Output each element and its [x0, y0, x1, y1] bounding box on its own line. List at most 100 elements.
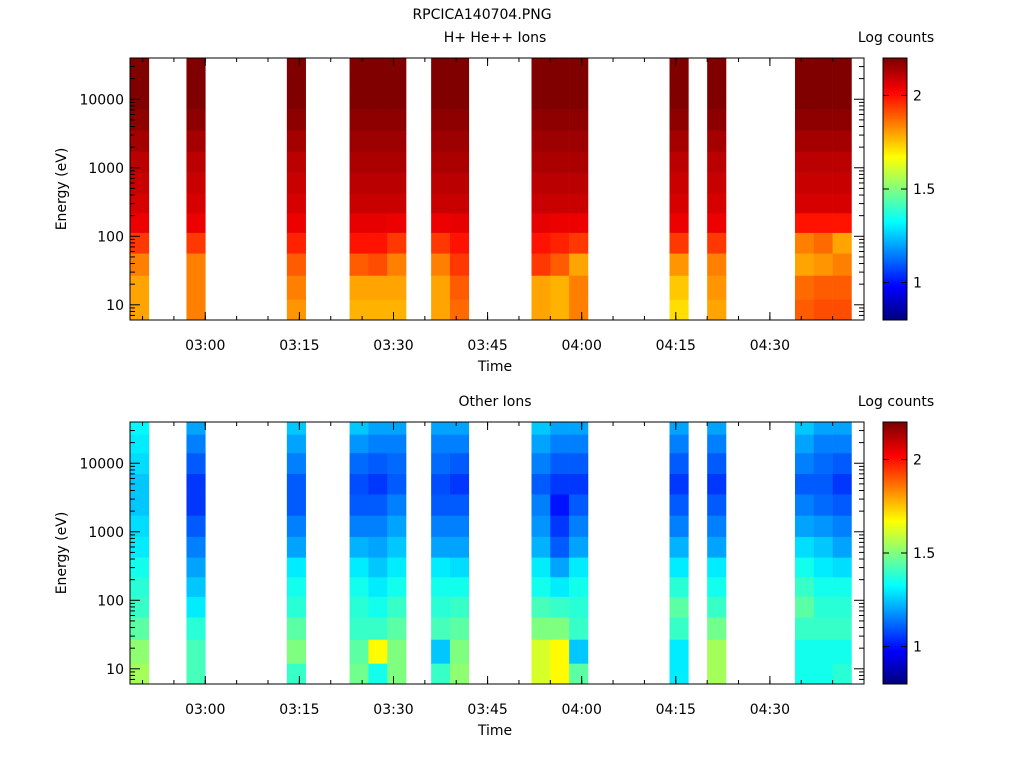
heatmap-cell: [431, 109, 451, 131]
heatmap-cell: [449, 299, 470, 321]
x-tick-label: 04:00: [562, 702, 602, 718]
colorbar-swatch: [883, 174, 907, 177]
colorbar-swatch: [883, 302, 907, 305]
heatmap-cell: [130, 422, 150, 435]
heatmap-cell: [669, 536, 689, 558]
x-axis-label: Time: [477, 359, 512, 375]
colorbar-swatch: [883, 186, 907, 189]
colorbar-swatch: [883, 286, 907, 289]
heatmap-cell: [387, 596, 407, 618]
colorbar-swatch: [883, 474, 907, 477]
colorbar-swatch: [883, 476, 907, 479]
heatmap-cell: [794, 434, 815, 454]
colorbar-swatch: [883, 132, 907, 135]
heatmap-cell: [286, 193, 306, 214]
heatmap-cell: [286, 576, 306, 597]
heatmap-cell: [794, 58, 815, 71]
colorbar-swatch: [883, 628, 907, 631]
colorbar-swatch: [883, 516, 907, 519]
colorbar-swatch: [883, 638, 907, 641]
heatmap-cell: [550, 232, 570, 254]
heatmap-cell: [669, 434, 689, 454]
heatmap-cell: [387, 275, 407, 300]
heatmap-cell: [707, 172, 727, 194]
heatmap-cell: [368, 88, 388, 110]
heatmap-cell: [349, 617, 369, 640]
colorbar-swatch: [883, 502, 907, 505]
colorbar-swatch: [883, 524, 907, 527]
heatmap-cell: [349, 422, 369, 435]
colorbar-swatch: [883, 598, 907, 601]
x-axis-ticks: 03:00 03:15 03:30 03:45 04:00 04:15 04:30: [142, 422, 865, 718]
colorbar-swatch: [883, 316, 907, 319]
heatmap-cell: [669, 639, 689, 664]
heatmap-cell: [569, 253, 589, 276]
colorbar-swatch: [883, 66, 907, 69]
colorbar-swatch: [883, 560, 907, 563]
heatmap-cell: [832, 596, 852, 618]
heatmap-cell: [130, 232, 150, 254]
colorbar-swatch: [883, 170, 907, 173]
colorbar-swatch: [883, 526, 907, 529]
heatmap-cell: [368, 473, 388, 495]
heatmap-cell: [794, 299, 815, 321]
colorbar-swatch: [883, 188, 907, 191]
heatmap-cell: [449, 422, 470, 435]
y-tick-label: 100: [97, 229, 124, 245]
heatmap-cell: [569, 557, 589, 578]
colorbar-swatch: [883, 212, 907, 215]
colorbar-swatch: [883, 262, 907, 265]
heatmap-cell: [669, 70, 689, 90]
colorbar-swatch: [883, 92, 907, 95]
heatmap-cell: [550, 494, 570, 516]
colorbar-swatch: [883, 250, 907, 253]
colorbar-swatch: [883, 298, 907, 301]
colorbar-swatch: [883, 142, 907, 145]
heatmap-cell: [569, 212, 589, 233]
colorbar-label: Log counts: [858, 30, 934, 46]
colorbar-swatch: [883, 522, 907, 525]
colorbar-swatch: [883, 454, 907, 457]
heatmap-cell: [368, 434, 388, 454]
colorbar-swatch: [883, 584, 907, 587]
colorbar-swatch: [883, 448, 907, 451]
heatmap-cell: [832, 422, 852, 435]
heatmap-cell: [832, 515, 852, 537]
colorbar-swatch: [883, 538, 907, 541]
heatmap-cell: [531, 130, 551, 152]
heatmap-cell: [449, 88, 470, 110]
heatmap-cell: [368, 617, 388, 640]
heatmap-cell: [368, 515, 388, 537]
heatmap-cell: [569, 663, 589, 685]
colorbar-swatch: [883, 434, 907, 437]
colorbar-swatch: [883, 462, 907, 465]
colorbar-swatch: [883, 154, 907, 157]
heatmap-cell: [387, 639, 407, 664]
heatmap-cell: [794, 422, 815, 435]
heatmap-cell: [707, 193, 727, 214]
colorbar-swatch: [883, 114, 907, 117]
heatmap-cell: [794, 576, 815, 597]
heatmap-cell: [449, 275, 470, 300]
heatmap-cell: [387, 576, 407, 597]
heatmap-cell: [531, 109, 551, 131]
colorbar-swatch: [883, 280, 907, 283]
heatmap-cell: [186, 70, 206, 90]
colorbar-swatch: [883, 496, 907, 499]
heatmap-cell: [449, 151, 470, 173]
heatmap-cell: [550, 434, 570, 454]
heatmap-cell: [349, 515, 369, 537]
heatmap-cell: [186, 639, 206, 664]
heatmap-cell: [794, 232, 815, 254]
colorbar-swatch: [883, 582, 907, 585]
colorbar-swatch: [883, 506, 907, 509]
heatmap-cell: [669, 232, 689, 254]
heatmap-cell: [832, 536, 852, 558]
colorbar-swatch: [883, 124, 907, 127]
colorbar-tick-label: 1: [913, 276, 922, 292]
heatmap-cell: [707, 232, 727, 254]
colorbar-swatch: [883, 630, 907, 633]
heatmap-cell: [550, 193, 570, 214]
heatmap-cell: [707, 576, 727, 597]
heatmap-cell: [707, 130, 727, 152]
